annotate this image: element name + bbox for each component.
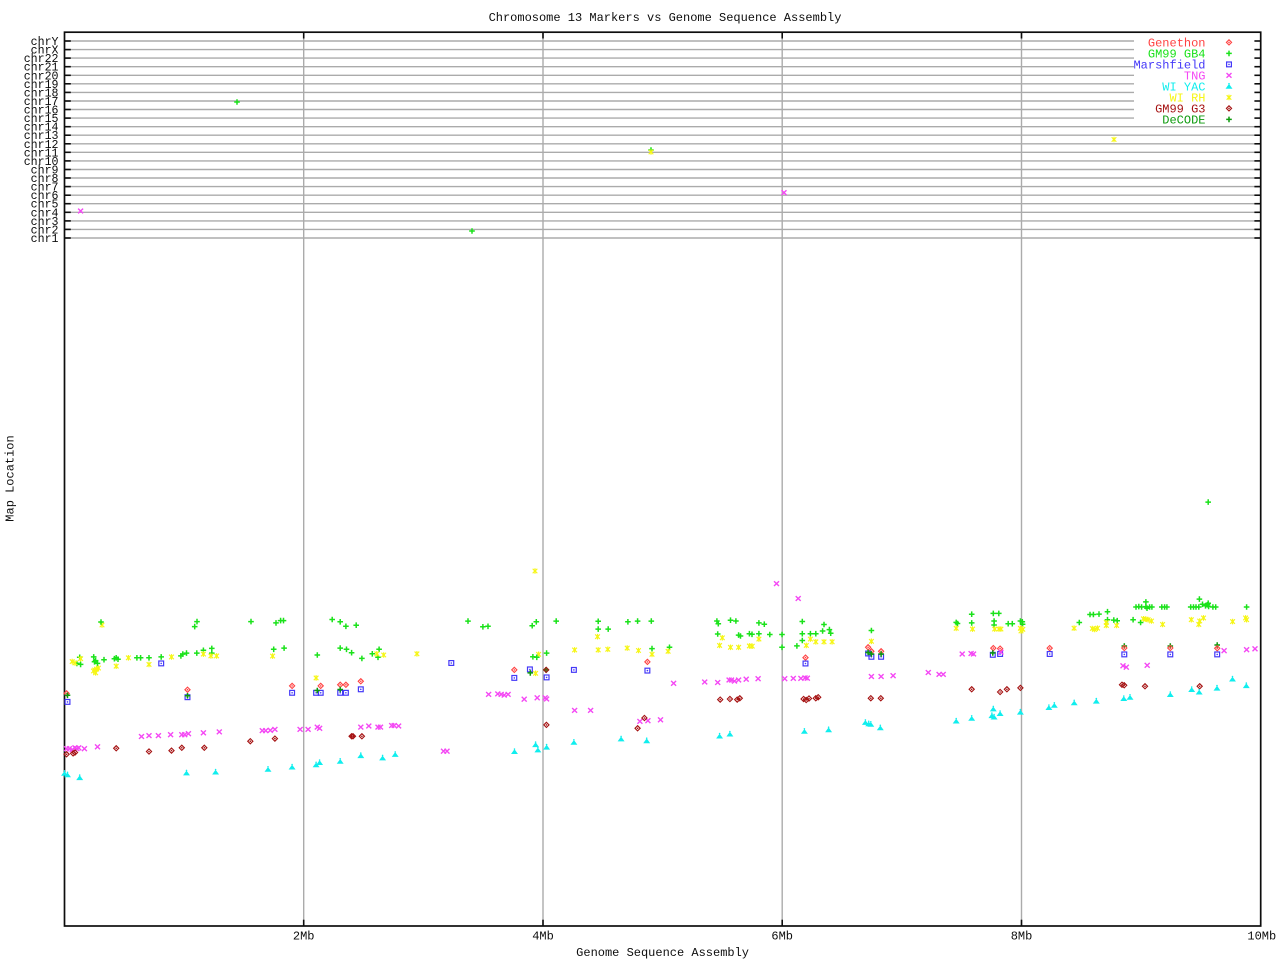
svg-text:chr16: chr16 (24, 105, 59, 118)
svg-text:Chromosome 13 Markers vs Genom: Chromosome 13 Markers vs Genome Sequence… (489, 11, 842, 25)
svg-text:chr7: chr7 (31, 182, 59, 195)
svg-text:TNG: TNG (1184, 70, 1206, 84)
svg-text:GM99 G3: GM99 G3 (1155, 103, 1205, 117)
svg-text:chr11: chr11 (24, 147, 59, 160)
svg-text:chr6: chr6 (31, 190, 59, 203)
svg-text:chr19: chr19 (24, 79, 59, 92)
svg-text:4Mb: 4Mb (532, 930, 554, 944)
svg-text:chr15: chr15 (24, 113, 59, 126)
svg-text:Genethon: Genethon (1148, 37, 1206, 51)
svg-text:6Mb: 6Mb (771, 930, 793, 944)
svg-text:chr4: chr4 (31, 207, 59, 220)
svg-text:chr22: chr22 (24, 53, 59, 66)
svg-text:WI RH: WI RH (1169, 92, 1205, 106)
svg-text:chr14: chr14 (24, 122, 59, 135)
svg-text:chr13: chr13 (24, 130, 59, 143)
svg-text:Map Location: Map Location (4, 435, 18, 521)
svg-text:10Mb: 10Mb (1247, 930, 1276, 944)
svg-text:DeCODE: DeCODE (1162, 114, 1205, 128)
svg-text:chr10: chr10 (24, 156, 59, 169)
svg-text:chr3: chr3 (31, 216, 59, 229)
svg-text:chrY: chrY (31, 36, 59, 49)
svg-text:chr21: chr21 (24, 62, 59, 75)
svg-text:chr8: chr8 (31, 173, 59, 186)
svg-text:chr9: chr9 (31, 165, 59, 178)
svg-text:WI YAC: WI YAC (1162, 81, 1205, 95)
svg-text:chr12: chr12 (24, 139, 59, 152)
svg-text:8Mb: 8Mb (1011, 930, 1033, 944)
svg-text:Marshfield: Marshfield (1133, 59, 1205, 73)
svg-text:chr17: chr17 (24, 96, 59, 109)
svg-text:chr18: chr18 (24, 87, 59, 100)
svg-text:2Mb: 2Mb (293, 930, 315, 944)
svg-text:GM99 GB4: GM99 GB4 (1148, 48, 1206, 62)
svg-text:chrX: chrX (31, 45, 59, 58)
svg-text:Genome Sequence Assembly: Genome Sequence Assembly (576, 946, 749, 960)
svg-text:chr2: chr2 (31, 224, 59, 237)
svg-text:chr1: chr1 (31, 233, 59, 246)
svg-text:chr20: chr20 (24, 70, 59, 83)
svg-text:chr5: chr5 (31, 199, 59, 212)
